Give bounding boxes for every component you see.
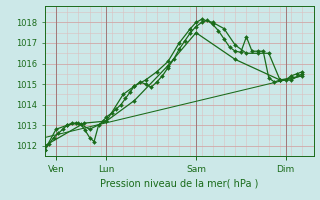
X-axis label: Pression niveau de la mer( hPa ): Pression niveau de la mer( hPa ) <box>100 178 258 188</box>
